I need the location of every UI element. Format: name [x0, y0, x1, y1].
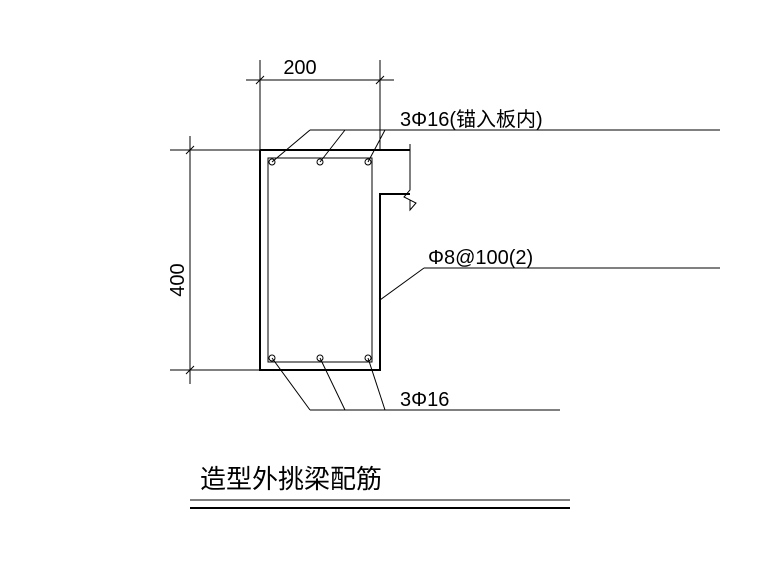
dim-width: 200 [246, 57, 394, 150]
break-mark-icon [404, 144, 416, 210]
stirrup [268, 158, 372, 362]
drawing-title: 造型外挑梁配筋 [200, 464, 382, 494]
drawing-canvas: 200 400 3Φ16(锚入板内) Φ8@100(2) 3Φ16 造型外挑梁配… [0, 0, 760, 570]
beam-outline [260, 150, 410, 370]
dim-height: 400 [167, 136, 260, 384]
annotation-top-rebar: 3Φ16(锚入板内) [272, 108, 720, 162]
dim-width-value: 200 [283, 57, 316, 79]
annotation-leader [320, 358, 345, 410]
annotation-stirrup: Φ8@100(2) [380, 247, 720, 300]
annotation-bottom-rebar: 3Φ16 [272, 358, 560, 411]
annotation-leader [272, 130, 310, 162]
annotation-top-rebar-text: 3Φ16(锚入板内) [400, 108, 543, 131]
annotation-leader [368, 130, 385, 162]
annotation-leader [272, 358, 310, 410]
annotation-stirrup-text: Φ8@100(2) [428, 247, 533, 269]
annotation-leader [320, 130, 345, 162]
dim-height-value: 400 [167, 263, 189, 296]
annotation-leader [380, 268, 424, 300]
annotation-bottom-rebar-text: 3Φ16 [400, 389, 449, 411]
annotation-leader [368, 358, 385, 410]
beam-section [260, 144, 416, 370]
title-block: 造型外挑梁配筋 [190, 464, 570, 508]
